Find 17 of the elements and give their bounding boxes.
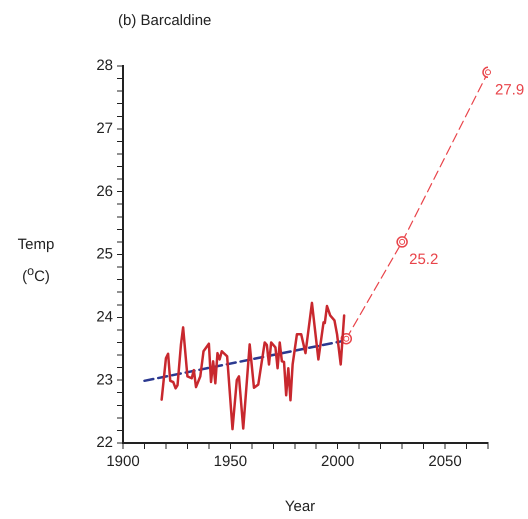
y-tick-label: 26 [96,182,113,200]
data-label: 25.2 [409,251,438,268]
x-tick-label: 1950 [214,453,248,470]
y-tick-label: 22 [96,434,113,452]
y-tick-label: 27 [96,120,113,137]
x-tick-label: 1900 [106,453,140,470]
y-tick-label: 24 [96,308,113,326]
y-axis-title: Temp ($^{o}$C) [16,235,56,287]
point [396,236,408,248]
x-axis-title: Year [284,498,316,515]
y-tick-label: 25 [96,246,113,263]
x-tick-label: 2050 [428,453,462,470]
x-tick-label: 2000 [321,453,354,470]
y-tick-label: 23 [96,371,113,388]
y-tick-label: 28 [96,57,113,74]
chart-title: (b) Barcaldine [118,12,212,29]
data-label: 27.9 [495,81,524,98]
